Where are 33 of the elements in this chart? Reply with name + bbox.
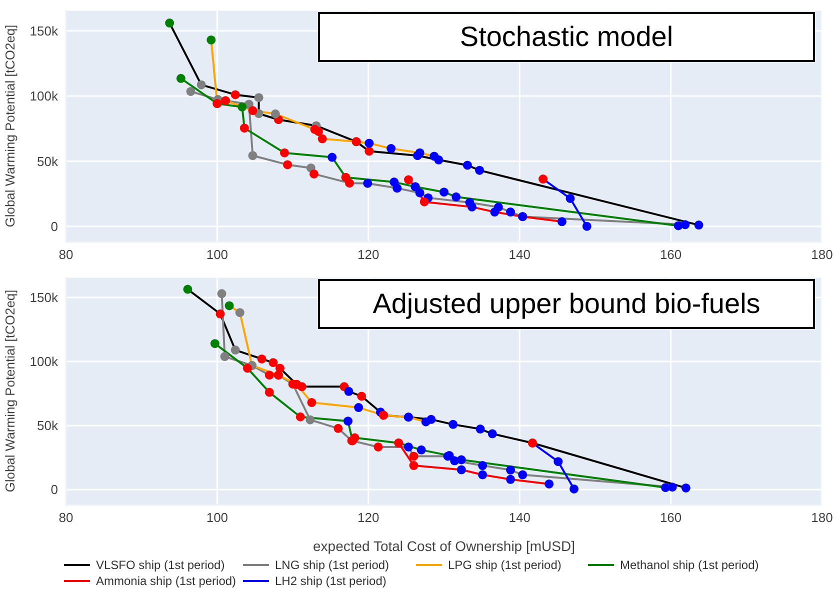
annotation: Adjusted upper bound bio-fuels: [372, 288, 760, 320]
legend-label: Ammonia ship (1st period): [96, 574, 236, 588]
y-axis-title: Global Warming Potential [tCO2eq]: [2, 24, 18, 228]
y-tick-label: 150k: [30, 23, 58, 38]
legend-label: LPG ship (1st period): [448, 558, 562, 572]
y-tick-label: 100k: [30, 88, 58, 104]
legend-label: VLSFO ship (1st period): [96, 558, 225, 572]
x-tick-label: 160: [660, 510, 682, 526]
x-tick-label: 100: [206, 510, 228, 526]
annotation: Stochastic model: [460, 21, 674, 53]
x-axis-title: expected Total Cost of Ownership [mUSD]: [313, 538, 575, 554]
x-tick-label: 180: [811, 510, 833, 526]
x-tick-label: 100: [206, 247, 228, 262]
y-tick-label: 100k: [30, 354, 58, 370]
y-tick-label: 50k: [37, 154, 58, 169]
x-tick-label: 120: [358, 247, 380, 262]
text-box: Adjusted upper bound bio-fuels: [318, 279, 815, 329]
y-tick-label: 0: [50, 482, 58, 498]
x-tick-label: 120: [358, 510, 380, 526]
x-tick-label: 80: [58, 510, 74, 526]
legend-label: LNG ship (1st period): [275, 558, 390, 572]
x-tick-label: 160: [660, 247, 682, 262]
legend-label: Methanol ship (1st period): [620, 558, 759, 572]
x-tick-label: 140: [508, 510, 530, 526]
y-axis-title: Global Warming Potential [tCO2eq]: [2, 290, 18, 492]
y-tick-label: 150k: [30, 290, 58, 306]
y-tick-label: 50k: [37, 418, 58, 434]
x-tick-label: 80: [58, 247, 74, 262]
x-tick-label: 140: [508, 247, 530, 262]
text-box: Stochastic model: [318, 12, 815, 62]
legend-label: LH2 ship (1st period): [275, 574, 386, 588]
x-tick-label: 180: [811, 247, 833, 262]
y-tick-label: 0: [50, 218, 58, 234]
